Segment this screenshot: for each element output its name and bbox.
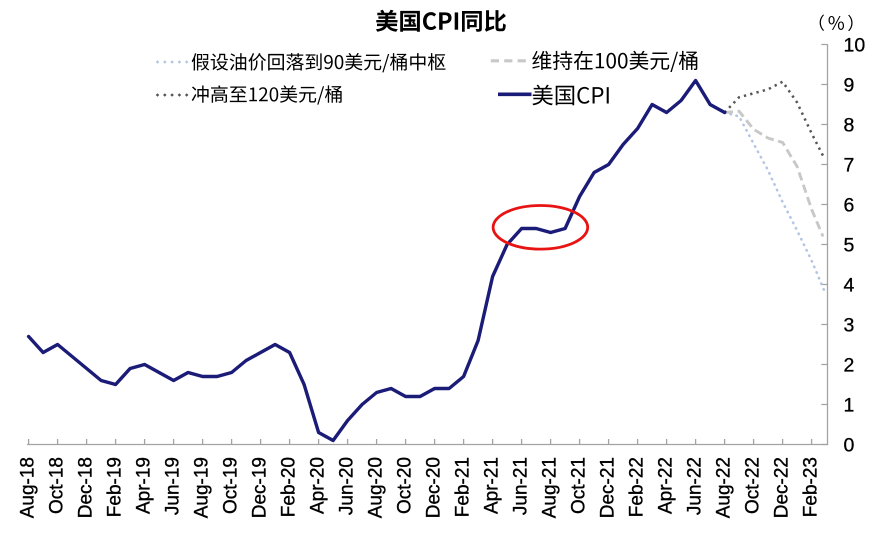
svg-text:1: 1: [844, 395, 855, 417]
svg-text:8: 8: [844, 115, 855, 137]
svg-text:Oct-18: Oct-18: [46, 457, 67, 514]
svg-text:Jun-22: Jun-22: [684, 457, 705, 515]
svg-text:Feb-21: Feb-21: [452, 457, 473, 517]
svg-text:Jun-20: Jun-20: [336, 457, 357, 515]
svg-text:Feb-19: Feb-19: [104, 457, 125, 517]
svg-text:Aug-20: Aug-20: [365, 457, 386, 518]
svg-text:Apr-19: Apr-19: [133, 457, 154, 514]
svg-text:Dec-22: Dec-22: [771, 457, 792, 518]
svg-text:Jun-19: Jun-19: [162, 457, 183, 515]
svg-text:Dec-18: Dec-18: [75, 457, 96, 518]
svg-text:Aug-19: Aug-19: [191, 457, 212, 518]
svg-text:Feb-23: Feb-23: [800, 457, 821, 517]
svg-text:0: 0: [844, 435, 855, 457]
svg-text:Aug-22: Aug-22: [713, 457, 734, 518]
svg-text:6: 6: [844, 195, 855, 217]
svg-text:Apr-22: Apr-22: [655, 457, 676, 514]
svg-text:9: 9: [844, 75, 855, 97]
svg-text:4: 4: [844, 275, 855, 297]
svg-text:3: 3: [844, 315, 855, 337]
svg-text:Aug-21: Aug-21: [539, 457, 560, 518]
svg-text:5: 5: [844, 235, 855, 257]
svg-text:2: 2: [844, 355, 855, 377]
svg-text:10: 10: [844, 35, 866, 57]
svg-text:Aug-18: Aug-18: [17, 457, 38, 518]
svg-text:Oct-20: Oct-20: [394, 457, 415, 514]
svg-text:Dec-19: Dec-19: [249, 457, 270, 518]
svg-text:7: 7: [844, 155, 855, 177]
svg-text:Jun-21: Jun-21: [510, 457, 531, 515]
svg-text:Oct-22: Oct-22: [742, 457, 763, 514]
svg-text:Apr-21: Apr-21: [481, 457, 502, 514]
svg-text:Dec-20: Dec-20: [423, 457, 444, 518]
svg-text:Oct-21: Oct-21: [568, 457, 589, 514]
svg-text:Oct-19: Oct-19: [220, 457, 241, 514]
svg-text:Feb-20: Feb-20: [278, 457, 299, 517]
svg-text:Dec-21: Dec-21: [597, 457, 618, 518]
svg-text:Feb-22: Feb-22: [626, 457, 647, 517]
svg-text:Apr-20: Apr-20: [307, 457, 328, 514]
